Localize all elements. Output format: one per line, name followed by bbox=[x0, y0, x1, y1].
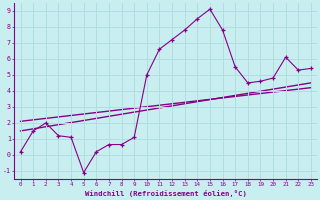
X-axis label: Windchill (Refroidissement éolien,°C): Windchill (Refroidissement éolien,°C) bbox=[85, 190, 247, 197]
